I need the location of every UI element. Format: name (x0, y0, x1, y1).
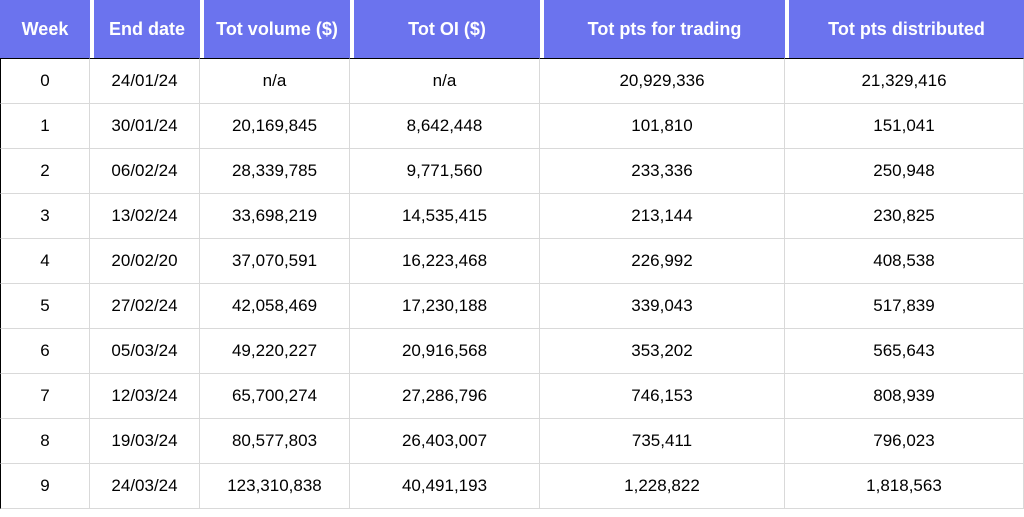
cell-tot-pts-distributed: 230,825 (785, 194, 1024, 239)
cell-end-date: 30/01/24 (90, 104, 200, 149)
col-header-tot-volume: Tot volume ($) (200, 0, 350, 58)
table-row: 0 24/01/24 n/a n/a 20,929,336 21,329,416 (0, 58, 1024, 104)
cell-tot-pts-distributed: 565,643 (785, 329, 1024, 374)
cell-end-date: 24/03/24 (90, 464, 200, 509)
cell-end-date: 20/02/20 (90, 239, 200, 284)
cell-tot-pts-distributed: 808,939 (785, 374, 1024, 419)
cell-tot-pts-trading: 735,411 (540, 419, 785, 464)
cell-tot-oi: 9,771,560 (350, 149, 540, 194)
cell-tot-pts-trading: 101,810 (540, 104, 785, 149)
cell-week: 7 (0, 374, 90, 419)
cell-tot-oi: 16,223,468 (350, 239, 540, 284)
table-row: 2 06/02/24 28,339,785 9,771,560 233,336 … (0, 149, 1024, 194)
cell-tot-oi: 8,642,448 (350, 104, 540, 149)
cell-end-date: 19/03/24 (90, 419, 200, 464)
col-header-end-date: End date (90, 0, 200, 58)
table-row: 1 30/01/24 20,169,845 8,642,448 101,810 … (0, 104, 1024, 149)
cell-tot-pts-trading: 226,992 (540, 239, 785, 284)
cell-week: 5 (0, 284, 90, 329)
cell-tot-oi: 14,535,415 (350, 194, 540, 239)
cell-week: 0 (0, 58, 90, 104)
cell-week: 8 (0, 419, 90, 464)
cell-end-date: 24/01/24 (90, 58, 200, 104)
table-row: 4 20/02/20 37,070,591 16,223,468 226,992… (0, 239, 1024, 284)
cell-tot-pts-distributed: 408,538 (785, 239, 1024, 284)
cell-week: 3 (0, 194, 90, 239)
cell-tot-oi: n/a (350, 58, 540, 104)
data-table: Week End date Tot volume ($) Tot OI ($) … (0, 0, 1024, 509)
cell-tot-oi: 27,286,796 (350, 374, 540, 419)
cell-week: 4 (0, 239, 90, 284)
col-header-tot-pts-trading: Tot pts for trading (540, 0, 785, 58)
cell-week: 6 (0, 329, 90, 374)
cell-tot-volume: 28,339,785 (200, 149, 350, 194)
cell-week: 1 (0, 104, 90, 149)
col-header-tot-pts-distributed: Tot pts distributed (785, 0, 1024, 58)
table-row: 9 24/03/24 123,310,838 40,491,193 1,228,… (0, 464, 1024, 509)
cell-tot-volume: 80,577,803 (200, 419, 350, 464)
table-body: 0 24/01/24 n/a n/a 20,929,336 21,329,416… (0, 58, 1024, 509)
cell-tot-pts-distributed: 796,023 (785, 419, 1024, 464)
cell-tot-volume: 65,700,274 (200, 374, 350, 419)
cell-tot-pts-trading: 339,043 (540, 284, 785, 329)
cell-tot-pts-trading: 353,202 (540, 329, 785, 374)
cell-tot-oi: 40,491,193 (350, 464, 540, 509)
cell-tot-pts-trading: 1,228,822 (540, 464, 785, 509)
table-row: 3 13/02/24 33,698,219 14,535,415 213,144… (0, 194, 1024, 239)
cell-tot-volume: 37,070,591 (200, 239, 350, 284)
cell-tot-oi: 26,403,007 (350, 419, 540, 464)
cell-tot-pts-trading: 233,336 (540, 149, 785, 194)
cell-tot-volume: 20,169,845 (200, 104, 350, 149)
cell-tot-volume: 33,698,219 (200, 194, 350, 239)
cell-end-date: 13/02/24 (90, 194, 200, 239)
cell-tot-volume: 42,058,469 (200, 284, 350, 329)
col-header-week: Week (0, 0, 90, 58)
table-row: 7 12/03/24 65,700,274 27,286,796 746,153… (0, 374, 1024, 419)
table-header-row: Week End date Tot volume ($) Tot OI ($) … (0, 0, 1024, 58)
cell-tot-oi: 17,230,188 (350, 284, 540, 329)
cell-tot-volume: 49,220,227 (200, 329, 350, 374)
table-row: 6 05/03/24 49,220,227 20,916,568 353,202… (0, 329, 1024, 374)
table-row: 5 27/02/24 42,058,469 17,230,188 339,043… (0, 284, 1024, 329)
cell-tot-pts-trading: 20,929,336 (540, 58, 785, 104)
cell-tot-pts-trading: 213,144 (540, 194, 785, 239)
cell-tot-pts-distributed: 151,041 (785, 104, 1024, 149)
cell-tot-pts-trading: 746,153 (540, 374, 785, 419)
table-row: 8 19/03/24 80,577,803 26,403,007 735,411… (0, 419, 1024, 464)
cell-tot-pts-distributed: 517,839 (785, 284, 1024, 329)
cell-end-date: 05/03/24 (90, 329, 200, 374)
cell-tot-pts-distributed: 1,818,563 (785, 464, 1024, 509)
cell-tot-volume: n/a (200, 58, 350, 104)
cell-tot-pts-distributed: 21,329,416 (785, 58, 1024, 104)
cell-week: 2 (0, 149, 90, 194)
col-header-tot-oi: Tot OI ($) (350, 0, 540, 58)
cell-end-date: 12/03/24 (90, 374, 200, 419)
cell-tot-pts-distributed: 250,948 (785, 149, 1024, 194)
cell-week: 9 (0, 464, 90, 509)
cell-tot-volume: 123,310,838 (200, 464, 350, 509)
cell-tot-oi: 20,916,568 (350, 329, 540, 374)
cell-end-date: 27/02/24 (90, 284, 200, 329)
cell-end-date: 06/02/24 (90, 149, 200, 194)
